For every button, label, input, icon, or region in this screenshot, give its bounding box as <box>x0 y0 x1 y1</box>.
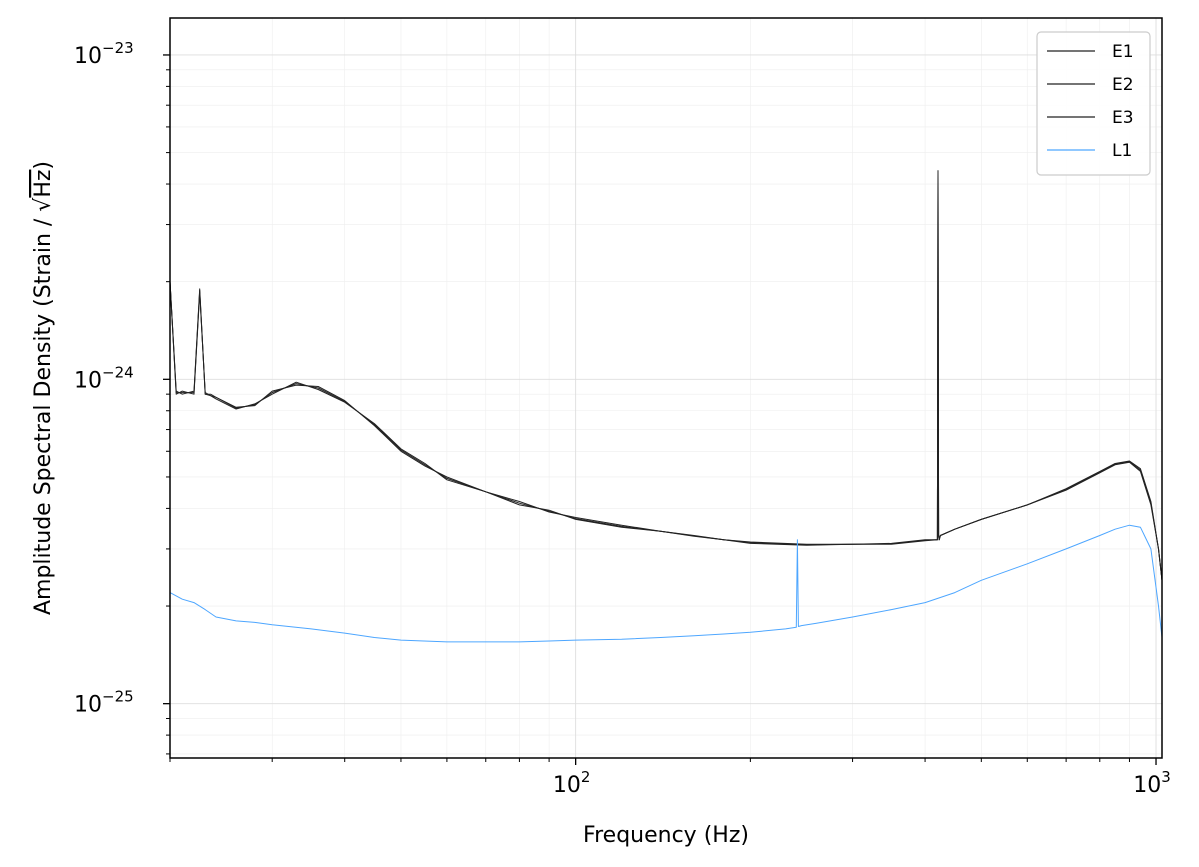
x-tick-labels: 102 103 <box>553 768 1171 798</box>
legend-box <box>1036 31 1151 176</box>
y-axis-label: Amplitude Spectral Density (Strain / √Hz… <box>31 161 56 615</box>
legend-label-l1: L1 <box>1112 141 1132 161</box>
y-axis-label-suffix: ) <box>31 161 56 170</box>
plot-area-background <box>170 18 1162 758</box>
series-layer <box>170 170 1162 643</box>
y-axis-label-prefix: Amplitude Spectral Density (Strain / <box>31 212 56 615</box>
legend-label-e2: E2 <box>1112 75 1134 95</box>
sqrt-symbol: √ <box>31 197 56 212</box>
y-tick-label: 10−25 <box>74 688 134 718</box>
x-tick-label: 103 <box>1133 768 1171 798</box>
x-axis-label: Frequency (Hz) <box>583 823 749 848</box>
major-gridlines <box>170 18 1162 758</box>
svg-text:Amplitude Spectral Density (St: Amplitude Spectral Density (Strain / √Hz… <box>31 161 56 615</box>
y-tick-label: 10−24 <box>74 363 134 393</box>
legend: E1 E2 E3 L1 <box>1036 31 1151 176</box>
y-tick-label: 10−23 <box>74 39 134 69</box>
series-line-l1 <box>170 524 1162 643</box>
minor-gridlines <box>169 18 1162 758</box>
y-tick-labels: 10−25 10−24 10−23 <box>74 39 134 718</box>
plot-frame <box>169 17 1163 759</box>
x-tick-label: 102 <box>553 768 591 798</box>
legend-label-e1: E1 <box>1112 42 1134 62</box>
y-axis-label-unit: Hz <box>31 170 56 198</box>
legend-label-e3: E3 <box>1112 108 1134 128</box>
series-line-e3 <box>170 171 1162 581</box>
